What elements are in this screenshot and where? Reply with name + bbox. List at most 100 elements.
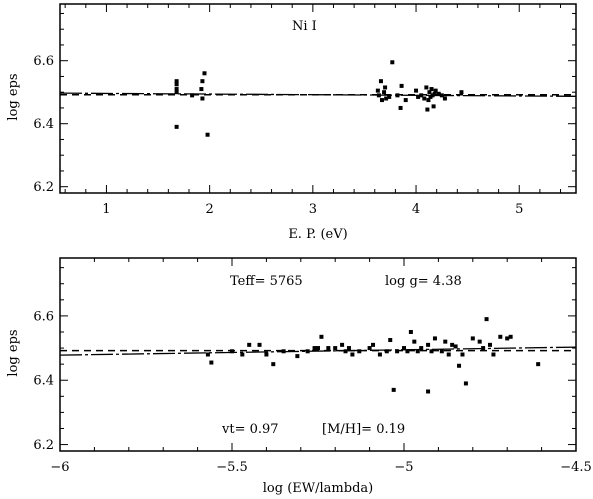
top-data-point bbox=[422, 96, 427, 101]
top-data-point bbox=[383, 85, 388, 90]
top-data-point bbox=[429, 87, 434, 92]
top-x-tick-label: 3 bbox=[309, 202, 317, 217]
top-data-point bbox=[439, 93, 444, 98]
bottom-data-point bbox=[367, 346, 372, 351]
bottom-x-tick-label: −6 bbox=[50, 460, 69, 475]
top-data-point bbox=[399, 83, 404, 88]
top-data-point bbox=[376, 93, 381, 98]
top-x-tick-label: 5 bbox=[515, 202, 523, 217]
top-data-point bbox=[426, 98, 431, 103]
bottom-data-point bbox=[395, 349, 400, 354]
bottom-data-point bbox=[415, 349, 420, 354]
bottom-data-point bbox=[271, 362, 276, 367]
bottom-data-point bbox=[439, 349, 444, 354]
bottom-data-point bbox=[470, 336, 475, 341]
bottom-data-point bbox=[316, 346, 320, 351]
bottom-data-point bbox=[346, 346, 351, 351]
top-data-point bbox=[200, 96, 205, 101]
bottom-data-point bbox=[357, 349, 362, 354]
top-data-point bbox=[387, 94, 392, 99]
bottom-data-point bbox=[481, 346, 486, 351]
bottom-data-points bbox=[205, 317, 541, 394]
top-data-point bbox=[442, 96, 447, 101]
top-panel: 1 2 3 4 5 6.2 6.4 6.6 Ni I E. P. (eV) log eps bbox=[6, 3, 577, 242]
teff-annotation: Teff= 5765 bbox=[230, 274, 303, 289]
bottom-data-point bbox=[240, 352, 245, 357]
bottom-y-tick-label: 6.6 bbox=[33, 309, 54, 324]
bottom-data-point bbox=[484, 317, 489, 322]
top-data-point bbox=[174, 124, 179, 129]
top-data-point bbox=[414, 88, 419, 93]
bottom-y-tick-label: 6.2 bbox=[33, 438, 54, 453]
bottom-data-point bbox=[508, 334, 513, 339]
bottom-data-point bbox=[453, 344, 458, 349]
bottom-data-point bbox=[305, 349, 310, 354]
bottom-tick-labels: −6 −5.5 −5 −4.5 6.2 6.4 6.6 bbox=[33, 309, 591, 475]
bottom-data-point bbox=[281, 349, 286, 354]
top-y-tick-label: 6.4 bbox=[33, 117, 54, 132]
bottom-data-point bbox=[419, 346, 424, 351]
top-x-tick-label: 4 bbox=[412, 202, 420, 217]
bottom-data-point bbox=[536, 362, 541, 367]
metallicity-annotation: [M/H]= 0.19 bbox=[322, 422, 405, 437]
top-data-point bbox=[199, 87, 204, 92]
top-data-point bbox=[390, 60, 395, 65]
bottom-data-point bbox=[402, 346, 406, 351]
top-y-tick-label: 6.2 bbox=[33, 180, 54, 195]
bottom-data-point bbox=[326, 346, 331, 351]
bottom-data-point bbox=[450, 342, 455, 347]
bottom-x-tick-label: −4.5 bbox=[560, 460, 592, 475]
top-annotation-species: Ni I bbox=[292, 19, 317, 34]
top-fit-lines bbox=[59, 92, 577, 97]
top-x-axis-label: E. P. (eV) bbox=[288, 227, 347, 242]
bottom-data-point bbox=[230, 349, 234, 354]
bottom-fit-lines bbox=[59, 346, 577, 356]
bottom-y-tick-label: 6.4 bbox=[33, 374, 54, 389]
bottom-data-point bbox=[498, 334, 503, 339]
bottom-data-point bbox=[412, 339, 417, 344]
bottom-y-axis-label: log eps bbox=[6, 329, 21, 376]
bottom-data-point bbox=[205, 352, 210, 357]
top-data-point bbox=[174, 79, 179, 84]
top-data-point bbox=[395, 93, 400, 98]
top-data-point bbox=[459, 90, 464, 95]
bottom-data-point bbox=[491, 352, 496, 357]
top-y-tick-label: 6.6 bbox=[33, 54, 54, 69]
bottom-ticks bbox=[59, 258, 577, 451]
bottom-data-point bbox=[247, 342, 252, 347]
bottom-data-point bbox=[264, 352, 269, 357]
vt-annotation: vt= 0.97 bbox=[221, 422, 279, 437]
top-ticks bbox=[60, 4, 576, 193]
bottom-data-point bbox=[488, 342, 492, 347]
top-tick-labels: 1 2 3 4 5 6.2 6.4 6.6 bbox=[33, 54, 523, 217]
bottom-data-point bbox=[295, 354, 300, 359]
top-data-point bbox=[174, 82, 179, 87]
top-data-point bbox=[202, 71, 207, 76]
logg-annotation: log g= 4.38 bbox=[385, 274, 462, 289]
top-data-point bbox=[205, 132, 210, 137]
bottom-data-point bbox=[377, 352, 382, 357]
top-data-point bbox=[433, 88, 438, 93]
top-data-point bbox=[427, 90, 432, 95]
bottom-data-point bbox=[257, 342, 262, 347]
bottom-data-point bbox=[405, 349, 410, 354]
top-data-point bbox=[430, 93, 435, 98]
bottom-data-point bbox=[391, 387, 396, 392]
bottom-data-point bbox=[388, 338, 393, 343]
top-data-point bbox=[382, 90, 387, 95]
bottom-x-axis-label: log (EW/lambda) bbox=[263, 481, 373, 496]
top-data-point bbox=[436, 91, 441, 96]
top-data-point bbox=[384, 96, 389, 101]
bottom-data-point bbox=[446, 352, 451, 357]
bottom-data-point bbox=[371, 342, 376, 347]
bottom-data-point bbox=[457, 363, 462, 368]
top-data-point bbox=[190, 93, 195, 98]
bottom-data-point bbox=[426, 342, 431, 347]
top-data-point bbox=[424, 85, 429, 90]
bottom-data-point bbox=[463, 381, 468, 386]
bottom-data-point bbox=[460, 352, 465, 357]
top-data-point bbox=[174, 90, 179, 95]
bottom-data-point bbox=[350, 352, 355, 357]
bottom-data-point bbox=[477, 339, 482, 344]
